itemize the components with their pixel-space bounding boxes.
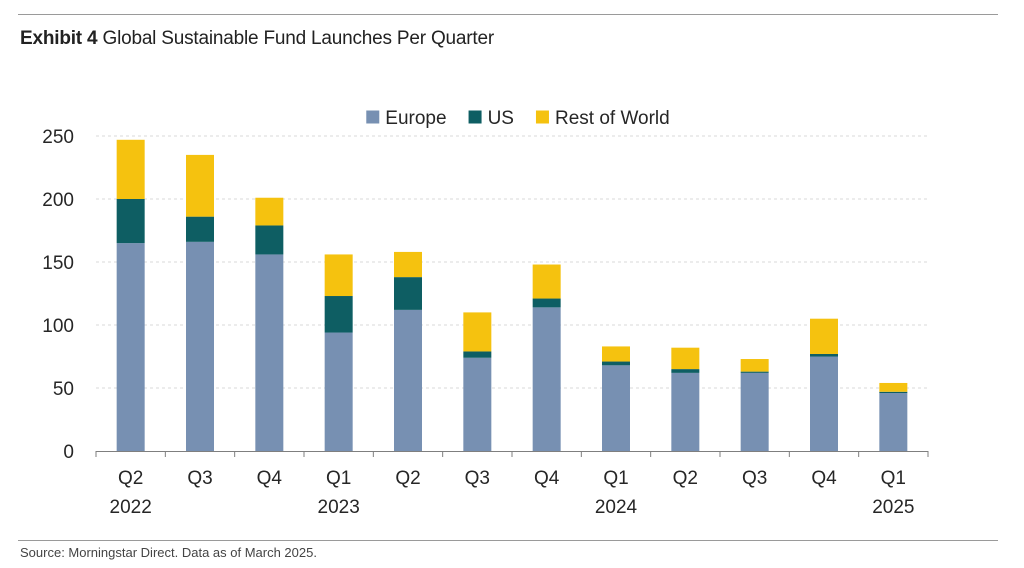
y-tick-label: 100 bbox=[42, 316, 74, 337]
legend-label: Rest of World bbox=[555, 108, 670, 129]
x-tick-label: Q4 bbox=[257, 468, 283, 489]
bar-europe bbox=[186, 241, 214, 451]
bar-rest-of-world bbox=[186, 154, 214, 217]
bar-us bbox=[671, 369, 700, 373]
bar-us bbox=[186, 216, 214, 242]
top-rule bbox=[18, 14, 998, 15]
legend-label: Europe bbox=[385, 108, 446, 129]
bar-us bbox=[116, 199, 145, 244]
x-tick-label: Q3 bbox=[187, 468, 212, 489]
bar-rest-of-world bbox=[463, 312, 492, 352]
bar-rest-of-world bbox=[116, 139, 145, 199]
bar-europe bbox=[394, 309, 422, 451]
bar-europe bbox=[463, 357, 492, 451]
bar-rest-of-world bbox=[879, 382, 908, 392]
y-tick-label: 0 bbox=[63, 442, 74, 463]
legend-swatch bbox=[366, 110, 380, 124]
x-tick-label: Q3 bbox=[742, 468, 767, 489]
y-tick-label: 50 bbox=[53, 379, 74, 400]
bar-rest-of-world bbox=[255, 197, 284, 226]
x-tick-label: Q4 bbox=[534, 468, 560, 489]
bar-us bbox=[324, 296, 353, 333]
x-tick-label: Q2 bbox=[673, 468, 698, 489]
bar-us bbox=[810, 353, 838, 357]
legend: Europe US Rest of World bbox=[366, 108, 670, 129]
bar-us bbox=[532, 298, 561, 308]
legend-swatch bbox=[535, 110, 549, 124]
bar-rest-of-world bbox=[810, 318, 838, 354]
exhibit-label: Exhibit 4 bbox=[20, 28, 98, 49]
chart-heading: Exhibit 4 Global Sustainable Fund Launch… bbox=[20, 28, 494, 50]
x-tick-label: Q4 bbox=[811, 468, 837, 489]
x-tick-label: Q1 bbox=[603, 468, 628, 489]
x-tick-year-label: 2024 bbox=[595, 497, 638, 518]
bar-europe bbox=[671, 372, 700, 451]
legend-label: US bbox=[488, 108, 514, 129]
bar-us bbox=[740, 371, 769, 373]
x-tick-label: Q2 bbox=[395, 468, 420, 489]
bar-europe bbox=[740, 372, 769, 451]
x-tick-year-label: 2025 bbox=[872, 497, 914, 518]
y-tick-label: 200 bbox=[42, 190, 74, 211]
bar-rest-of-world bbox=[671, 347, 700, 370]
bar-europe bbox=[810, 356, 838, 451]
legend-swatch bbox=[468, 110, 482, 124]
bar-europe bbox=[255, 254, 284, 451]
stacked-bar-chart: 0 50 100 150 200 250 Q2 2022 Q3 Q4 Q1 2023 Q2 Q3 Q4 Q1 2… bbox=[42, 108, 929, 518]
bars bbox=[116, 139, 908, 451]
bottom-rule bbox=[18, 540, 998, 541]
bar-rest-of-world bbox=[532, 264, 561, 299]
gridlines bbox=[96, 135, 928, 389]
bar-rest-of-world bbox=[394, 251, 422, 278]
chart-title: Global Sustainable Fund Launches Per Qua… bbox=[102, 28, 494, 49]
bar-us bbox=[463, 351, 492, 358]
x-tick-label: Q3 bbox=[465, 468, 490, 489]
source-note: Source: Morningstar Direct. Data as of M… bbox=[20, 545, 317, 560]
y-tick-label: 150 bbox=[42, 253, 74, 274]
bar-us bbox=[394, 277, 422, 310]
x-tick-label: Q2 bbox=[118, 468, 143, 489]
bar-europe bbox=[532, 307, 561, 451]
bar-rest-of-world bbox=[740, 359, 769, 372]
bar-europe bbox=[879, 393, 908, 451]
x-tick-label: Q1 bbox=[326, 468, 351, 489]
bar-europe bbox=[116, 243, 145, 451]
axes: 0 50 100 150 200 250 Q2 2022 Q3 Q4 Q1 2023 Q2 Q3 Q4 Q1 2… bbox=[42, 127, 929, 518]
y-tick-label: 250 bbox=[42, 127, 74, 148]
x-tick-label: Q1 bbox=[881, 468, 906, 489]
bar-us bbox=[255, 225, 284, 255]
bar-us bbox=[602, 361, 630, 366]
bar-us bbox=[879, 391, 908, 394]
bar-rest-of-world bbox=[602, 346, 630, 362]
x-tick-year-label: 2023 bbox=[318, 497, 360, 518]
bar-europe bbox=[602, 365, 630, 451]
bar-rest-of-world bbox=[324, 254, 353, 297]
x-tick-year-label: 2022 bbox=[110, 497, 152, 518]
bar-europe bbox=[324, 332, 353, 451]
